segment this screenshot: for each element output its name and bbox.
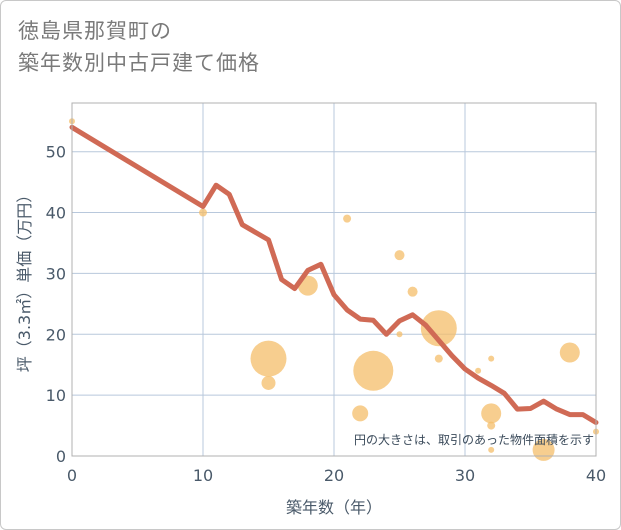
chart-title-line2: 築年数別中古戸建て価格	[18, 51, 260, 75]
y-axis-label: 坪（3.3㎡）単価（万円）	[15, 187, 34, 372]
bubble-point	[199, 208, 207, 217]
bubble-point	[488, 446, 495, 453]
bubble-point	[488, 355, 495, 362]
bubble-point	[559, 342, 580, 363]
x-axis-label: 築年数（年）	[286, 498, 382, 517]
x-tick-label: 20	[324, 466, 344, 485]
chart-title-line1: 徳島県那賀町の	[18, 19, 172, 43]
y-tick-label: 30	[46, 264, 66, 283]
bubble-point	[250, 340, 287, 377]
bubble-point	[407, 286, 418, 297]
bubble-point	[343, 214, 352, 223]
axis-ticks: 0 10 20 30 40 0 10 20 30 40 50	[46, 143, 607, 485]
bubble-point	[353, 350, 394, 391]
y-tick-label: 0	[56, 447, 66, 466]
chart-title: 徳島県那賀町の 築年数別中古戸建て価格	[18, 15, 260, 79]
x-tick-label: 30	[455, 466, 475, 485]
bubble-point	[261, 375, 276, 390]
plot-frame	[71, 102, 597, 457]
bubble-point	[434, 354, 443, 363]
size-note: 円の大きさは、取引のあった物件面積を示す	[354, 432, 594, 447]
x-tick-label: 40	[586, 466, 606, 485]
y-tick-label: 20	[46, 325, 66, 344]
bubble-point	[396, 331, 403, 338]
bubble-point	[532, 438, 555, 461]
bubble-point	[475, 367, 482, 374]
y-tick-label: 50	[46, 143, 66, 162]
bubble-point	[394, 250, 405, 261]
x-tick-label: 10	[193, 466, 213, 485]
y-tick-label: 10	[46, 386, 66, 405]
bubble-point	[352, 405, 369, 422]
y-tick-label: 40	[46, 204, 66, 223]
bubble-point	[487, 421, 496, 430]
x-tick-label: 0	[67, 466, 77, 485]
bubble-point	[420, 310, 457, 347]
bubble-series	[69, 118, 599, 461]
bubble-point	[481, 403, 502, 424]
trend-line	[69, 124, 599, 425]
